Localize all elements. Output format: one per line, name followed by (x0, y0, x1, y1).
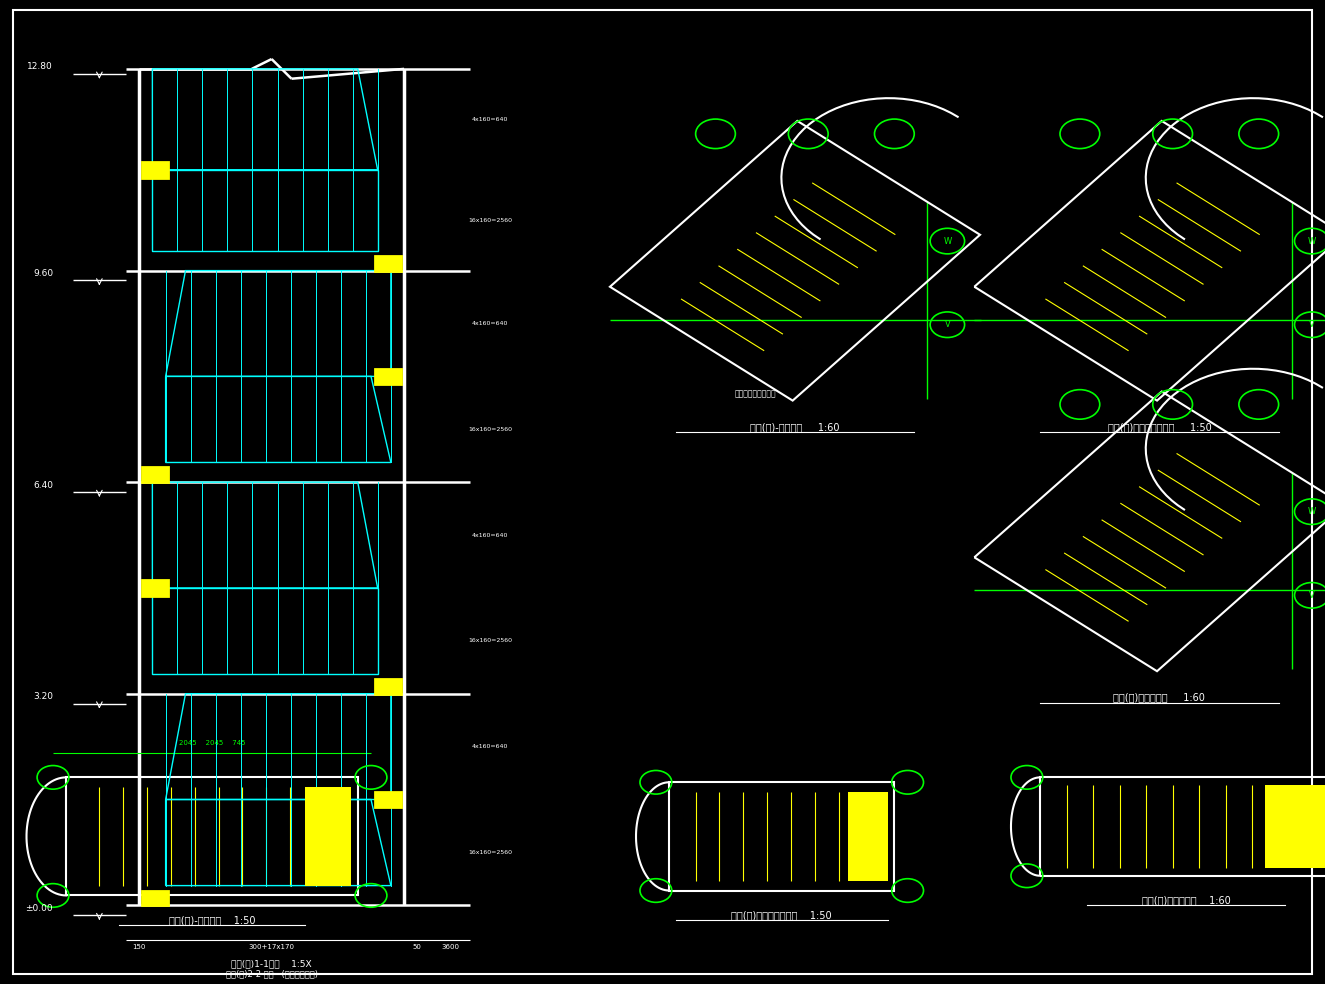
Text: V: V (945, 320, 950, 330)
Bar (375, 679, 401, 694)
Text: 楼梯(二)五层平面图     1:60: 楼梯(二)五层平面图 1:60 (1113, 693, 1206, 703)
Text: 4x160=640: 4x160=640 (472, 744, 509, 749)
Text: V: V (1309, 590, 1314, 600)
Bar (1265, 785, 1325, 868)
Text: V: V (1309, 320, 1314, 330)
Bar (375, 256, 401, 271)
Text: W: W (1308, 507, 1316, 517)
Text: W: W (943, 236, 951, 246)
Text: 护窗栏杆用钢管扶手: 护窗栏杆用钢管扶手 (734, 389, 776, 399)
Bar (142, 161, 168, 177)
Text: ±0.00: ±0.00 (25, 903, 53, 913)
Text: 16x160=2560: 16x160=2560 (468, 850, 513, 855)
Bar (142, 580, 168, 595)
Bar (669, 782, 894, 891)
Bar (142, 467, 168, 482)
Bar (1040, 777, 1325, 876)
Text: 9.60: 9.60 (33, 269, 53, 278)
Bar (848, 792, 888, 881)
Text: 2045    2045    745: 2045 2045 745 (179, 740, 245, 746)
Text: 4x160=640: 4x160=640 (472, 321, 509, 326)
Text: 3600: 3600 (441, 944, 460, 950)
Text: 楼梯(一)-层平面图    1:50: 楼梯(一)-层平面图 1:50 (168, 915, 256, 925)
Text: 150: 150 (132, 944, 146, 950)
Text: 16x160=2560: 16x160=2560 (468, 639, 513, 644)
Text: 3.20: 3.20 (33, 692, 53, 702)
Text: 楼梯(二)五层平面图    1:60: 楼梯(二)五层平面图 1:60 (1142, 895, 1230, 905)
Text: 6.40: 6.40 (33, 480, 53, 490)
Text: 楼梯(二)2-2 剖面   (做法同另平面): 楼梯(二)2-2 剖面 (做法同另平面) (225, 969, 318, 979)
Bar (375, 791, 401, 807)
Bar (142, 891, 168, 905)
Text: 楼梯(二)-层平面图     1:60: 楼梯(二)-层平面图 1:60 (750, 422, 840, 432)
Text: 300+17x170: 300+17x170 (249, 944, 294, 950)
Text: 楼梯(一)二三四层平面图    1:50: 楼梯(一)二三四层平面图 1:50 (731, 910, 832, 920)
Text: 16x160=2560: 16x160=2560 (468, 217, 513, 222)
Text: 16x160=2560: 16x160=2560 (468, 427, 513, 432)
Bar (66, 777, 358, 895)
Text: 12.80: 12.80 (28, 62, 53, 72)
Text: 50: 50 (413, 944, 421, 950)
Bar (375, 368, 401, 384)
Text: 楼梯(一)1-1剖面    1:5X: 楼梯(一)1-1剖面 1:5X (232, 959, 311, 969)
Text: W: W (1308, 236, 1316, 246)
Text: 4x160=640: 4x160=640 (472, 532, 509, 537)
Text: 楼梯(二)二三四层平面图     1:50: 楼梯(二)二三四层平面图 1:50 (1108, 422, 1211, 432)
Bar (305, 787, 351, 886)
Text: 4x160=640: 4x160=640 (472, 117, 509, 122)
